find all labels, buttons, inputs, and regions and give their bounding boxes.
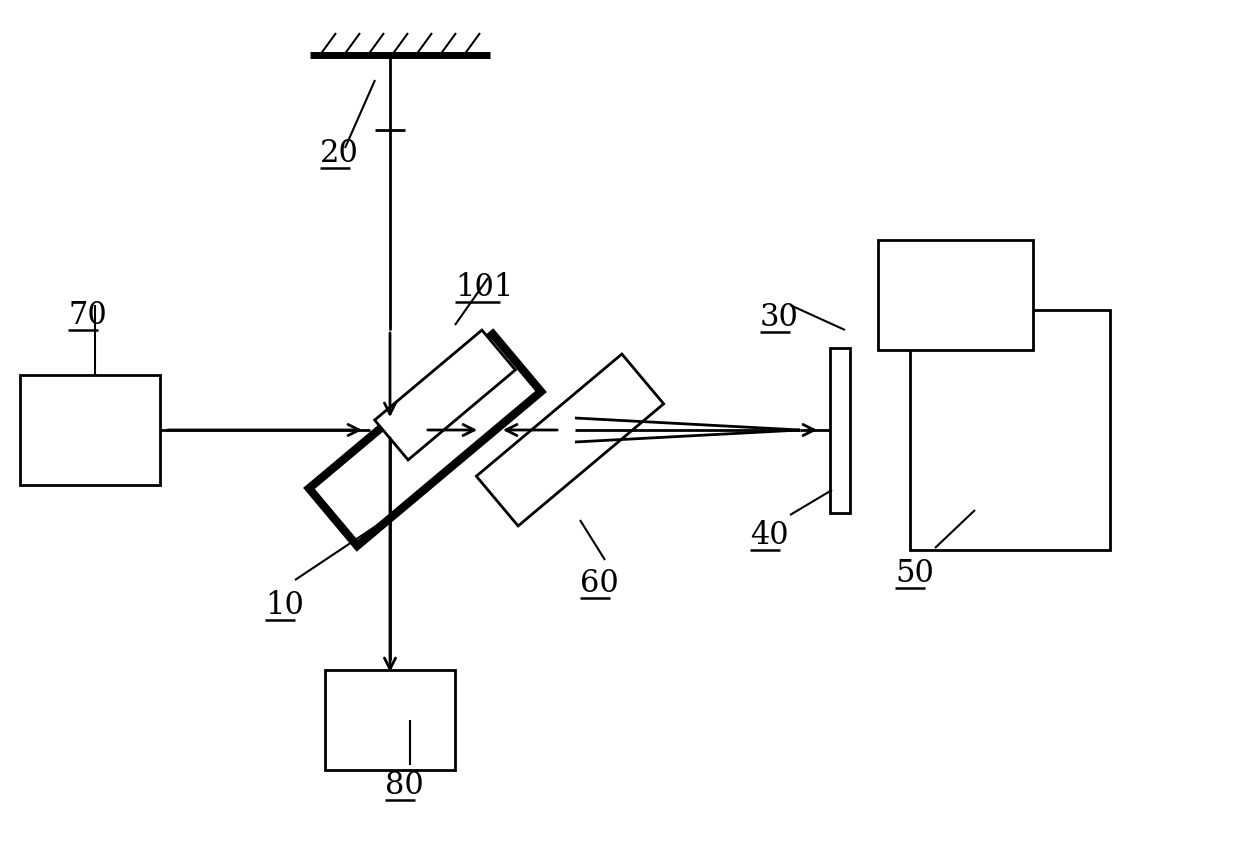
- Text: 40: 40: [750, 520, 789, 551]
- Text: 30: 30: [760, 302, 799, 333]
- Bar: [325, 670, 455, 770]
- Text: 20: 20: [320, 138, 358, 169]
- Bar: [20, 375, 160, 485]
- Polygon shape: [309, 334, 541, 546]
- Text: 80: 80: [384, 770, 424, 801]
- Text: 50: 50: [895, 558, 934, 589]
- Polygon shape: [476, 354, 663, 526]
- Bar: [830, 348, 849, 512]
- Bar: [878, 240, 1033, 350]
- Text: 60: 60: [580, 568, 619, 599]
- Polygon shape: [374, 330, 516, 460]
- Text: 101: 101: [455, 272, 513, 303]
- Text: 70: 70: [68, 300, 107, 331]
- Text: 10: 10: [265, 590, 304, 621]
- Bar: [910, 310, 1110, 550]
